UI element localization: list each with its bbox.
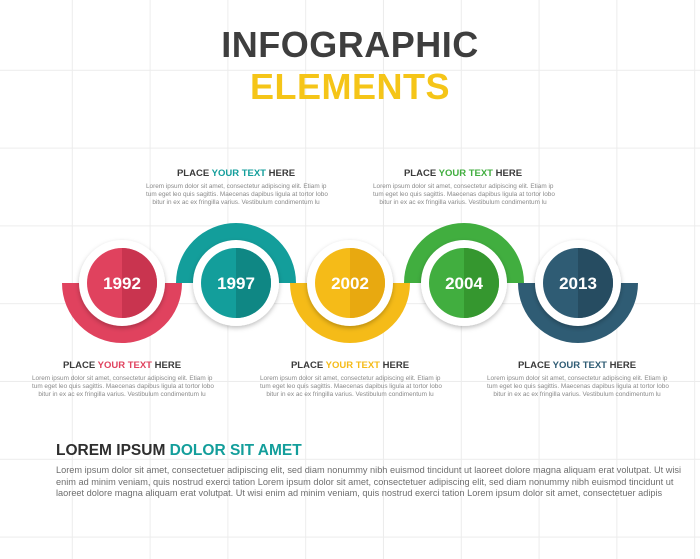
milestone-year-1992: 1992	[103, 274, 141, 293]
milestone-shade-1997	[236, 248, 271, 318]
text-block-2004: PLACE YOUR TEXT HERE Lorem ipsum dolor s…	[373, 168, 555, 208]
title-line-2: ELEMENTS	[249, 66, 450, 107]
milestone-year-2002: 2002	[331, 274, 369, 293]
milestone-shade-1992	[122, 248, 157, 318]
footer-paragraph: Lorem ipsum dolor sit amet, consectetuer…	[56, 465, 682, 498]
milestone-year-2013: 2013	[559, 274, 597, 293]
text-block-2002: PLACE YOUR TEXT HERE Lorem ipsum dolor s…	[260, 360, 442, 400]
ribbon-arc-1992	[62, 283, 182, 343]
block-body: Lorem ipsum dolor sit amet, consectetur …	[32, 375, 214, 399]
milestone-year-1997: 1997	[217, 274, 255, 293]
text-block-1992: PLACE YOUR TEXT HERE Lorem ipsum dolor s…	[32, 360, 214, 400]
milestone-shade-2013	[578, 248, 613, 318]
text-block-2013: PLACE YOUR TEXT HERE Lorem ipsum dolor s…	[487, 360, 669, 400]
ribbon-arc-2002	[290, 283, 410, 343]
block-heading: PLACE YOUR TEXT HERE	[403, 168, 523, 179]
ribbon-arc-2004	[404, 223, 524, 283]
block-body: Lorem ipsum dolor sit amet, consectetur …	[260, 375, 442, 399]
title-line-1: INFOGRAPHIC	[221, 24, 479, 65]
milestone-shade-2002	[350, 248, 385, 318]
milestone-shade-2004	[464, 248, 499, 318]
block-body: Lorem ipsum dolor sit amet, consectetur …	[487, 375, 669, 399]
block-heading: PLACE YOUR TEXT HERE	[290, 360, 410, 371]
ribbon-arc-2013	[518, 283, 638, 343]
block-body: Lorem ipsum dolor sit amet, consectetur …	[146, 183, 328, 207]
block-heading: PLACE YOUR TEXT HERE	[62, 360, 182, 371]
milestone-year-2004: 2004	[445, 274, 483, 293]
block-heading: PLACE YOUR TEXT HERE	[517, 360, 637, 371]
block-body: Lorem ipsum dolor sit amet, consectetur …	[373, 183, 555, 207]
block-heading: PLACE YOUR TEXT HERE	[176, 168, 296, 179]
text-block-1997: PLACE YOUR TEXT HERE Lorem ipsum dolor s…	[146, 168, 328, 208]
footer-heading: LOREM IPSUM DOLOR SIT AMET	[56, 442, 302, 459]
ribbon-arc-1997	[176, 223, 296, 283]
